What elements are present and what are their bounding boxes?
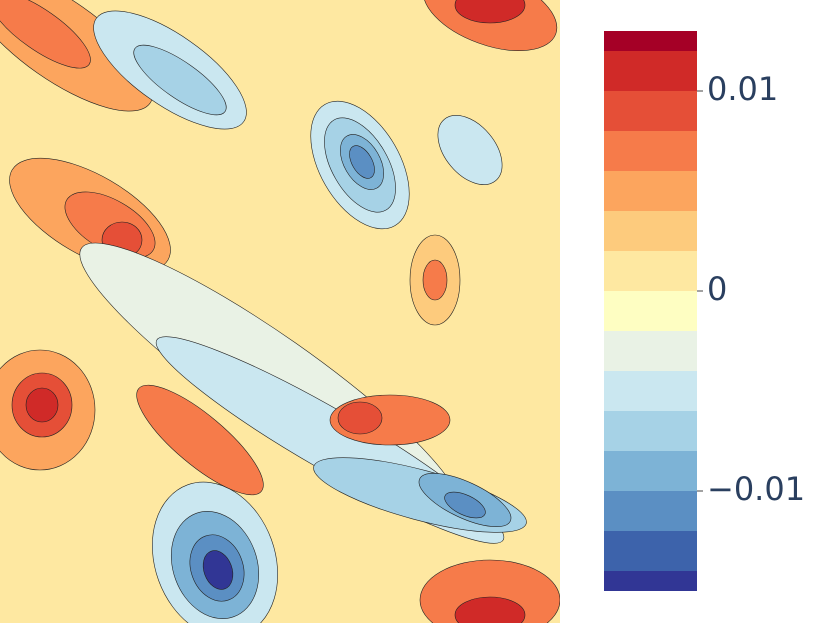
colorbar-band xyxy=(604,411,697,451)
colorbar-band xyxy=(604,571,697,591)
colorbar-band xyxy=(604,31,697,51)
colorbar-band xyxy=(604,491,697,531)
colorbar-band xyxy=(604,531,697,571)
colorbar-band xyxy=(604,251,697,291)
colorbar-band xyxy=(604,371,697,411)
colorbar-tick-label: 0 xyxy=(707,270,727,308)
colorbar-tick-label: −0.01 xyxy=(707,470,805,508)
colorbar-band xyxy=(604,451,697,491)
contour-field xyxy=(0,0,560,623)
colorbar-tick-label: 0.01 xyxy=(707,70,778,108)
colorbar-band xyxy=(604,91,697,131)
contour-shapes xyxy=(0,0,560,623)
colorbar-band xyxy=(604,131,697,171)
colorbar-band xyxy=(604,171,697,211)
colorbar-band xyxy=(604,291,697,331)
colorbar-band xyxy=(604,51,697,91)
colorbar-band xyxy=(604,331,697,371)
colorbar-band xyxy=(604,211,697,251)
